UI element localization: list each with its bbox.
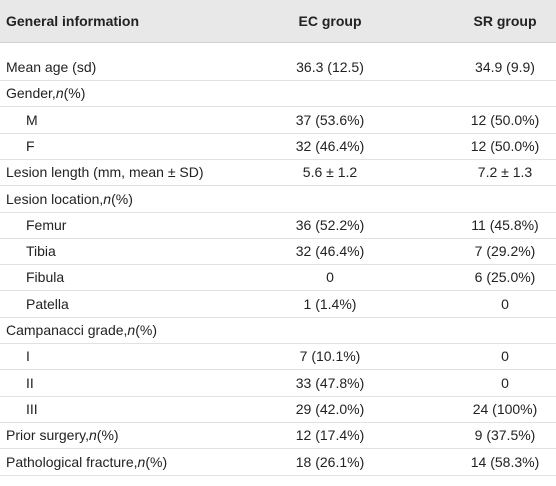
ec-value: 32 (46.4%)	[295, 243, 365, 260]
sr-value: 12 (50.0%)	[470, 137, 540, 154]
ec-value: 7 (10.1%)	[299, 348, 361, 365]
label-part: (%)	[63, 85, 86, 102]
ec-value: 29 (42.0%)	[295, 400, 365, 417]
sr-value: 24 (100%)	[472, 400, 538, 417]
row-label: II	[26, 370, 34, 396]
ec-value: 32 (46.4%)	[295, 137, 365, 154]
sr-value: 12 (50.0%)	[470, 111, 540, 128]
table-row: Tibia 32 (46.4%) 7 (29.2%)	[0, 238, 556, 266]
table-row: I 7 (10.1%) 0	[0, 343, 556, 371]
ec-value: 12 (17.4%)	[295, 427, 365, 444]
table-row: Femur 36 (52.2%) 11 (45.8%)	[0, 212, 556, 239]
label-part: (%)	[96, 427, 119, 444]
label-part: (%)	[111, 190, 133, 207]
label-part: Femur	[26, 216, 67, 233]
row-label: M	[26, 107, 38, 133]
ec-value: 5.6 ± 1.2	[302, 164, 358, 181]
sr-value: 11 (45.8%)	[471, 216, 539, 233]
table-row: Lesion location, n (%)	[0, 186, 556, 213]
table-row: Lesion length (mm, mean ± SD) 5.6 ± 1.2 7.…	[0, 159, 556, 187]
label-part: n	[103, 190, 112, 207]
label-part: Mean age (sd)	[6, 59, 97, 75]
table-row: Gender, n (%)	[0, 80, 556, 108]
ec-value: 36 (52.2%)	[295, 216, 365, 233]
label-part: Patella	[26, 295, 69, 312]
table-row: Mean age (sd) 36.3 (12.5) 34.9 (9.9)	[0, 54, 556, 81]
label-part: Prior surgery,	[6, 427, 89, 444]
label-part: F	[26, 137, 35, 154]
row-label: Fibula	[26, 264, 64, 290]
sr-value: 0	[501, 295, 509, 312]
ec-value: 37 (53.6%)	[295, 111, 365, 128]
label-part: Fibula	[26, 269, 65, 286]
sr-value: 34.9 (9.9)	[475, 59, 535, 75]
table-row: Pathological fracture, n (%) 18 (26.1%) 14…	[0, 449, 556, 476]
table-row: III 29 (42.0%) 24 (100%)	[0, 396, 556, 423]
ec-value: 36.3 (12.5)	[296, 59, 364, 75]
row-label: Mean age (sd)	[6, 54, 96, 80]
label-part: Gender,	[6, 85, 56, 102]
sr-value: 9 (37.5%)	[474, 427, 536, 444]
label-part: n	[88, 427, 97, 444]
row-label: Prior surgery, n (%)	[6, 422, 119, 448]
label-part: Lesion length (mm, mean ± SD)	[6, 164, 204, 181]
sr-value: 14 (58.3%)	[470, 453, 540, 470]
row-label: Pathological fracture, n (%)	[6, 449, 167, 475]
sr-value: 0	[501, 374, 509, 391]
table-row: Prior surgery, n (%) 12 (17.4%) 9 (37.5%)	[0, 422, 556, 450]
header-cell: General information	[6, 13, 140, 29]
row-label: F	[26, 133, 35, 159]
label-part: Lesion location,	[6, 190, 104, 207]
table-header: General information EC group SR group	[0, 0, 556, 43]
ec-value: 33 (47.8%)	[295, 374, 365, 391]
sr-value: 6 (25.0%)	[474, 269, 536, 286]
row-label: Gender, n (%)	[6, 80, 85, 106]
label-part: M	[26, 111, 38, 128]
label-part: n	[137, 453, 146, 470]
sr-value: 7 (29.2%)	[474, 243, 536, 260]
row-label: Lesion location, n (%)	[6, 186, 133, 212]
table-row: Fibula 0 6 (25.0%)	[0, 264, 556, 292]
label-part: Tibia	[26, 243, 56, 260]
row-label: Femur	[26, 212, 66, 238]
row-label: I	[26, 343, 30, 369]
table-row: II 33 (47.8%) 0	[0, 370, 556, 397]
row-label: Lesion length (mm, mean ± SD)	[6, 159, 204, 185]
table-row: F 32 (46.4%) 12 (50.0%)	[0, 133, 556, 160]
label-part: n	[127, 322, 136, 338]
label-part: n	[55, 85, 64, 102]
table-row: M 37 (53.6%) 12 (50.0%)	[0, 107, 556, 134]
header-cell: EC group	[298, 13, 362, 29]
label-part: I	[26, 348, 30, 365]
row-label: III	[26, 396, 38, 422]
label-part: Campanacci grade,	[6, 322, 128, 338]
sr-value: 0	[501, 348, 509, 365]
label-part: Pathological fracture,	[6, 453, 138, 470]
row-label: Tibia	[26, 238, 56, 264]
label-part: (%)	[135, 322, 157, 338]
ec-value: 18 (26.1%)	[295, 453, 365, 470]
sr-value: 7.2 ± 1.3	[477, 164, 533, 181]
ec-value: 1 (1.4%)	[303, 295, 357, 312]
row-label: Campanacci grade, n (%)	[6, 317, 157, 343]
label-part: III	[26, 400, 38, 417]
ec-value: 0	[326, 269, 334, 286]
label-part: (%)	[145, 453, 168, 470]
label-part: II	[26, 374, 34, 391]
header-cell: SR group	[473, 13, 537, 29]
table-row: Patella 1 (1.4%) 0	[0, 291, 556, 318]
table-row: Campanacci grade, n (%)	[0, 317, 556, 344]
row-label: Patella	[26, 291, 69, 317]
